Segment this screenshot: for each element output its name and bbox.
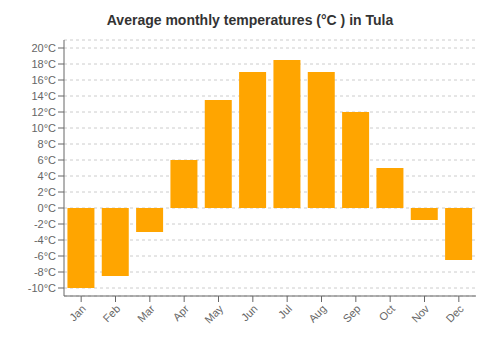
svg-text:8°C: 8°C <box>38 138 57 150</box>
svg-text:Jan: Jan <box>67 302 88 323</box>
svg-text:-8°C: -8°C <box>34 266 56 278</box>
svg-text:Oct: Oct <box>377 302 398 323</box>
html-text:Average monthly temperatures (: Average monthly temperatures (°C ) in Tu… <box>106 12 394 28</box>
svg-text:2°C: 2°C <box>38 186 57 198</box>
svg-text:-4°C: -4°C <box>34 234 56 246</box>
svg-text:12°C: 12°C <box>31 106 56 118</box>
svg-text:14°C: 14°C <box>31 90 56 102</box>
svg-text:Jul: Jul <box>276 302 294 320</box>
svg-text:Sep: Sep <box>340 302 362 324</box>
svg-text:Apr: Apr <box>171 302 192 323</box>
svg-text:4°C: 4°C <box>38 170 57 182</box>
svg-text:Feb: Feb <box>101 302 123 324</box>
svg-text:Nov: Nov <box>409 302 432 325</box>
svg-text:18°C: 18°C <box>31 58 56 70</box>
svg-text:-10°C: -10°C <box>28 282 56 294</box>
svg-text:10°C: 10°C <box>31 122 56 134</box>
svg-text:Mar: Mar <box>135 302 157 324</box>
svg-text:6°C: 6°C <box>38 154 57 166</box>
svg-text:16°C: 16°C <box>31 74 56 86</box>
svg-text:Aug: Aug <box>306 302 328 324</box>
svg-text:20°C: 20°C <box>31 42 56 54</box>
svg-text:0°C: 0°C <box>38 202 57 214</box>
svg-text:May: May <box>202 302 226 326</box>
svg-text:-6°C: -6°C <box>34 250 56 262</box>
svg-text:-2°C: -2°C <box>34 218 56 230</box>
svg-text:Jun: Jun <box>239 302 260 323</box>
svg-text:Dec: Dec <box>443 302 466 325</box>
